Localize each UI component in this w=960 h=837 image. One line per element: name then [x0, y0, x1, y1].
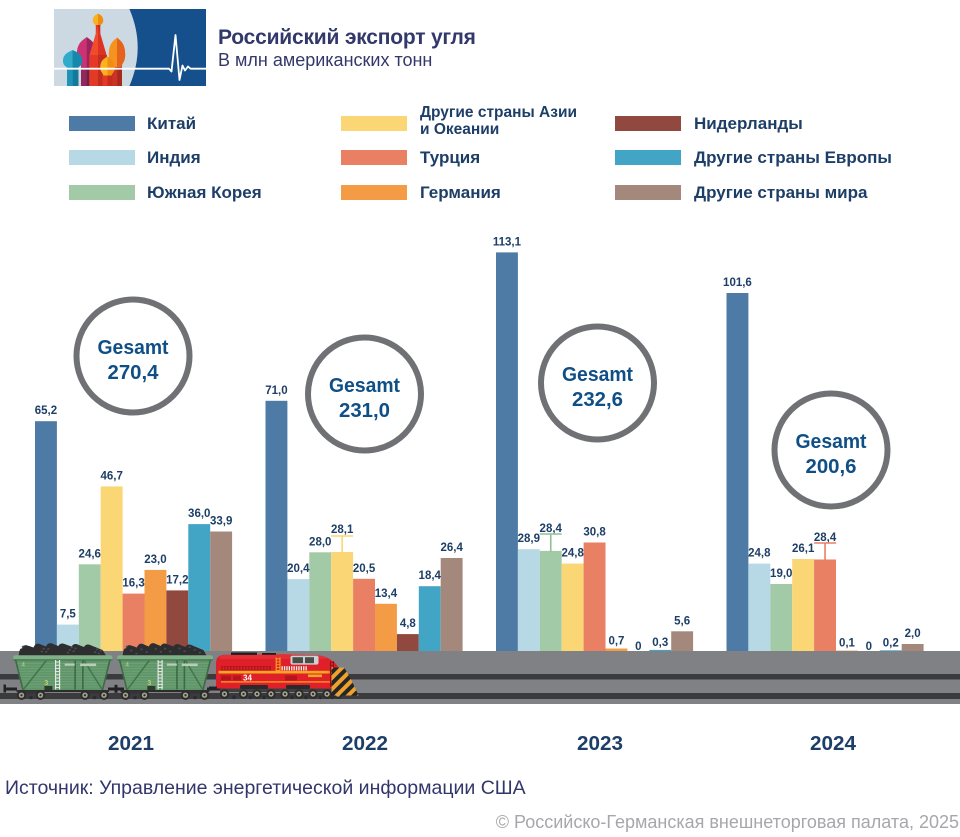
- svg-text:113,1: 113,1: [493, 236, 522, 248]
- svg-text:20,5: 20,5: [353, 563, 376, 575]
- svg-text:24,8: 24,8: [561, 548, 584, 560]
- svg-text:28,1: 28,1: [331, 524, 354, 536]
- svg-text:28,4: 28,4: [540, 523, 563, 535]
- svg-text:270,4: 270,4: [108, 361, 160, 384]
- svg-text:13,4: 13,4: [375, 588, 398, 600]
- svg-text:200,6: 200,6: [806, 455, 857, 478]
- svg-text:0,2: 0,2: [883, 637, 899, 649]
- svg-text:3: 3: [44, 680, 48, 687]
- svg-text:71,0: 71,0: [265, 385, 287, 397]
- svg-text:4: 4: [126, 663, 130, 669]
- svg-text:Gesamt: Gesamt: [796, 430, 867, 453]
- svg-text:24,6: 24,6: [79, 548, 101, 560]
- svg-text:19,0: 19,0: [770, 568, 792, 580]
- svg-text:0,3: 0,3: [652, 637, 668, 649]
- svg-text:101,6: 101,6: [723, 277, 752, 289]
- svg-text:7,5: 7,5: [60, 609, 77, 621]
- svg-text:Gesamt: Gesamt: [98, 336, 169, 359]
- svg-text:0: 0: [635, 641, 641, 653]
- svg-text:2022: 2022: [342, 733, 388, 755]
- svg-text:0,7: 0,7: [608, 636, 624, 648]
- svg-text:2,0: 2,0: [905, 628, 921, 640]
- svg-text:46,7: 46,7: [100, 470, 122, 482]
- svg-text:17,2: 17,2: [166, 574, 188, 586]
- svg-text:2021: 2021: [108, 733, 154, 755]
- svg-text:2023: 2023: [577, 733, 623, 755]
- svg-text:24,8: 24,8: [748, 548, 771, 560]
- svg-text:30,8: 30,8: [583, 526, 606, 538]
- svg-text:65,2: 65,2: [35, 405, 57, 417]
- svg-text:23,0: 23,0: [144, 554, 166, 566]
- svg-text:20,4: 20,4: [287, 563, 310, 575]
- svg-text:5,6: 5,6: [674, 615, 690, 627]
- svg-text:36,0: 36,0: [188, 508, 210, 520]
- svg-text:28,4: 28,4: [814, 532, 837, 544]
- svg-text:18,4: 18,4: [419, 570, 442, 582]
- svg-text:28,0: 28,0: [309, 536, 331, 548]
- svg-text:26,1: 26,1: [792, 543, 815, 555]
- svg-text:2024: 2024: [810, 733, 857, 755]
- svg-text:232,6: 232,6: [572, 388, 623, 411]
- svg-text:0,1: 0,1: [839, 638, 856, 650]
- svg-text:4: 4: [22, 663, 26, 669]
- svg-text:4,8: 4,8: [400, 618, 417, 630]
- svg-text:3: 3: [147, 680, 151, 687]
- svg-text:0: 0: [866, 641, 872, 653]
- svg-text:28,9: 28,9: [518, 533, 540, 545]
- svg-text:16,3: 16,3: [122, 578, 144, 590]
- svg-text:Gesamt: Gesamt: [329, 374, 400, 397]
- svg-text:Gesamt: Gesamt: [562, 363, 633, 386]
- svg-text:34: 34: [243, 674, 252, 683]
- svg-text:231,0: 231,0: [339, 399, 390, 422]
- svg-text:26,4: 26,4: [440, 542, 463, 554]
- svg-text:33,9: 33,9: [210, 516, 232, 528]
